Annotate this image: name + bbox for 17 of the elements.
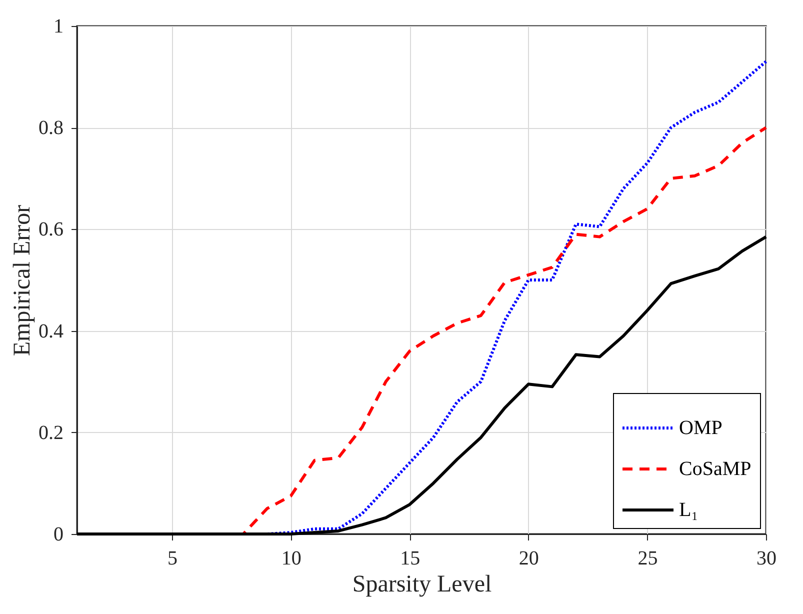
x-tick-label: 30 (756, 548, 776, 570)
legend-label: L₁ (679, 499, 698, 521)
y-tick-label: 0.2 (38, 422, 64, 444)
legend-label: CoSaMP (679, 458, 752, 480)
y-tick-label: 1 (54, 16, 64, 38)
y-tick-label: 0.8 (38, 117, 64, 140)
y-tick-label: 0.4 (38, 320, 64, 342)
x-tick-label: 10 (281, 548, 302, 570)
x-tick-label: 5 (168, 548, 178, 570)
x-tick-label: 25 (638, 548, 658, 570)
x-tick-label: 15 (400, 548, 420, 570)
legend-label: OMP (679, 417, 722, 439)
x-axis-title: Sparsity Level (352, 572, 492, 598)
y-axis-title: Empirical Error (10, 204, 36, 356)
y-tick-label: 0 (54, 524, 64, 546)
y-tick-label: 0.6 (38, 218, 64, 241)
x-tick-label: 20 (518, 548, 539, 570)
